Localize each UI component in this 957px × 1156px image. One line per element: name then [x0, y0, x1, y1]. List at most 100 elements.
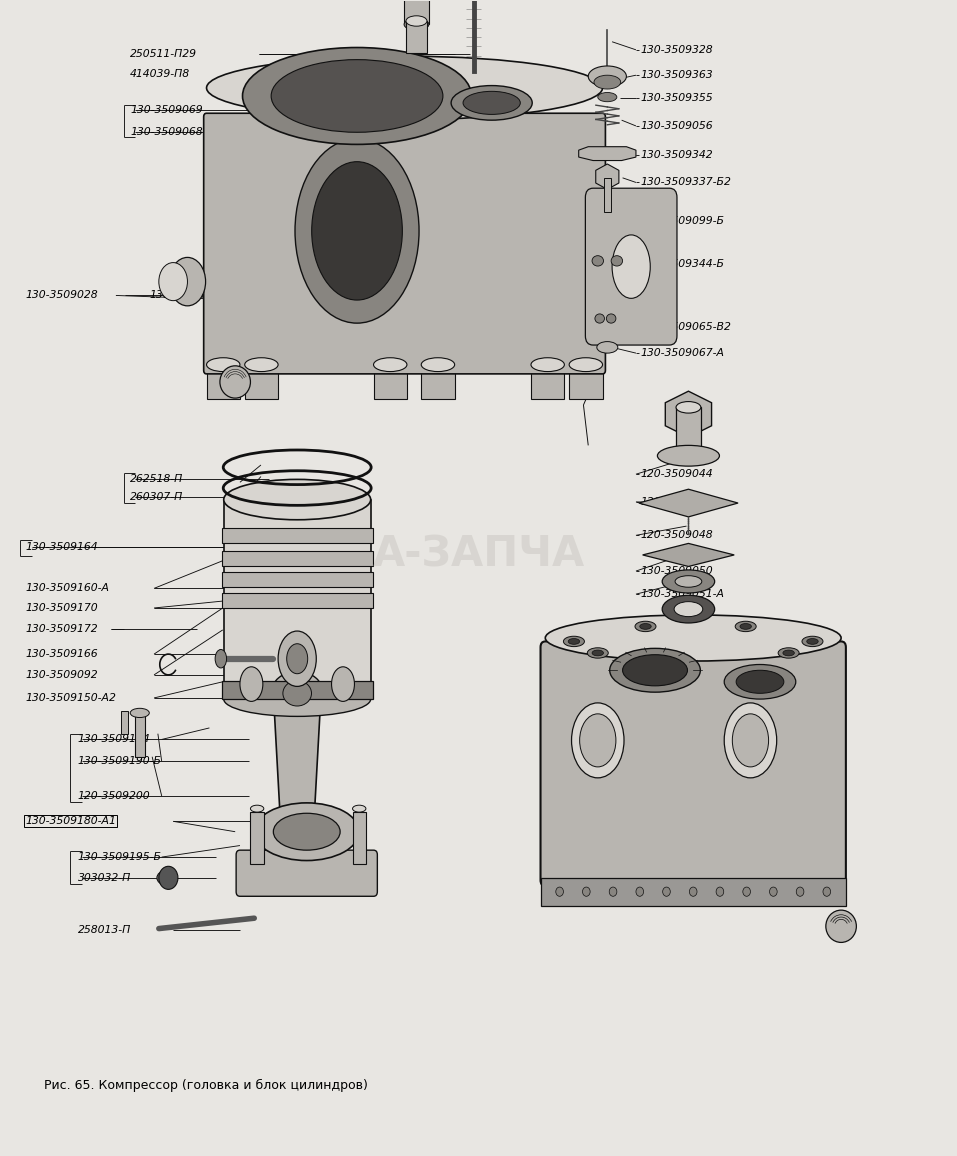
Bar — [224, 499, 370, 699]
Ellipse shape — [676, 401, 701, 413]
Ellipse shape — [598, 92, 617, 102]
Ellipse shape — [571, 703, 624, 778]
Bar — [406, 21, 427, 53]
Ellipse shape — [545, 615, 841, 661]
Text: 130-3509055: 130-3509055 — [641, 618, 713, 628]
Bar — [222, 528, 372, 543]
Bar — [135, 713, 145, 757]
Ellipse shape — [556, 887, 564, 896]
Text: 130-3509068-Б: 130-3509068-Б — [130, 127, 214, 136]
Text: 130-3509030: 130-3509030 — [149, 290, 222, 301]
Ellipse shape — [807, 638, 818, 644]
Ellipse shape — [406, 16, 427, 27]
Ellipse shape — [169, 258, 206, 306]
Ellipse shape — [796, 887, 804, 896]
Ellipse shape — [287, 644, 308, 674]
Text: 130-3509355: 130-3509355 — [641, 94, 713, 103]
Ellipse shape — [130, 709, 149, 718]
Bar — [222, 681, 372, 699]
Bar — [121, 711, 128, 734]
Ellipse shape — [271, 60, 443, 132]
Polygon shape — [639, 489, 738, 517]
Text: 130-3509043-А: 130-3509043-А — [641, 889, 724, 899]
FancyBboxPatch shape — [541, 642, 846, 885]
Ellipse shape — [802, 636, 823, 646]
Text: Рис. 65. Компрессор (головка и блок цилиндров): Рис. 65. Компрессор (головка и блок цили… — [44, 1079, 368, 1092]
Ellipse shape — [778, 647, 799, 658]
Text: 130-3509028: 130-3509028 — [25, 290, 98, 301]
Text: 120-3509044: 120-3509044 — [641, 469, 713, 480]
Ellipse shape — [352, 806, 366, 813]
Ellipse shape — [255, 803, 359, 860]
Ellipse shape — [592, 255, 604, 266]
Ellipse shape — [588, 647, 609, 658]
Ellipse shape — [662, 887, 670, 896]
Ellipse shape — [531, 357, 565, 371]
Ellipse shape — [716, 887, 723, 896]
Polygon shape — [596, 164, 619, 190]
Bar — [676, 407, 701, 453]
Ellipse shape — [312, 162, 402, 301]
Bar — [604, 178, 612, 213]
Text: 130-3509040: 130-3509040 — [641, 722, 713, 733]
Text: 130-3509190-Б: 130-3509190-Б — [78, 756, 162, 766]
Ellipse shape — [215, 650, 227, 668]
Ellipse shape — [568, 638, 580, 644]
Ellipse shape — [732, 714, 768, 766]
Ellipse shape — [569, 357, 603, 371]
Ellipse shape — [823, 887, 831, 896]
Ellipse shape — [240, 667, 263, 702]
Ellipse shape — [736, 670, 784, 694]
Text: 130-3509099-Б: 130-3509099-Б — [641, 215, 724, 225]
Text: 130-3509050: 130-3509050 — [641, 566, 713, 576]
Text: А-ЗАПЧА: А-ЗАПЧА — [372, 534, 585, 576]
Text: 130-3509067-А: 130-3509067-А — [641, 348, 724, 358]
Ellipse shape — [674, 601, 702, 616]
Ellipse shape — [675, 576, 701, 587]
Ellipse shape — [583, 887, 590, 896]
Ellipse shape — [251, 806, 264, 813]
Text: 250511-П29: 250511-П29 — [130, 50, 197, 59]
Text: 130-3509039: 130-3509039 — [641, 646, 713, 655]
Text: 130-3509172: 130-3509172 — [25, 624, 98, 633]
FancyBboxPatch shape — [236, 850, 377, 896]
Ellipse shape — [636, 887, 643, 896]
Bar — [352, 813, 366, 864]
Ellipse shape — [207, 357, 240, 371]
Ellipse shape — [689, 887, 697, 896]
Ellipse shape — [295, 139, 419, 324]
Ellipse shape — [373, 357, 407, 371]
Ellipse shape — [607, 314, 616, 324]
Ellipse shape — [564, 636, 585, 646]
Ellipse shape — [421, 357, 455, 371]
Text: 120-3509048: 120-3509048 — [641, 531, 713, 540]
Ellipse shape — [635, 621, 656, 631]
Text: 130-3509363: 130-3509363 — [641, 71, 713, 80]
Bar — [541, 877, 846, 905]
Ellipse shape — [283, 681, 312, 706]
Text: 130-3509051-А: 130-3509051-А — [641, 590, 724, 599]
Ellipse shape — [662, 570, 715, 593]
Text: 130-3509195-Б: 130-3509195-Б — [78, 852, 162, 862]
Ellipse shape — [743, 887, 750, 896]
Text: 260307-П: 260307-П — [130, 492, 184, 502]
Text: 130-3509194: 130-3509194 — [78, 734, 150, 744]
Ellipse shape — [331, 667, 354, 702]
Bar — [404, 0, 429, 24]
Text: 130-3509180-А1: 130-3509180-А1 — [25, 816, 116, 827]
Ellipse shape — [224, 682, 370, 717]
Ellipse shape — [592, 650, 604, 655]
Ellipse shape — [274, 814, 340, 850]
Text: 262518-П: 262518-П — [130, 474, 184, 484]
Bar — [531, 364, 565, 399]
Bar — [245, 364, 278, 399]
Ellipse shape — [612, 255, 623, 266]
Polygon shape — [643, 543, 734, 566]
Text: 258013-П: 258013-П — [78, 925, 131, 935]
Ellipse shape — [224, 480, 370, 520]
Polygon shape — [665, 391, 712, 437]
Ellipse shape — [597, 341, 618, 353]
Bar — [251, 813, 264, 864]
Bar — [222, 551, 372, 566]
Ellipse shape — [724, 665, 796, 699]
